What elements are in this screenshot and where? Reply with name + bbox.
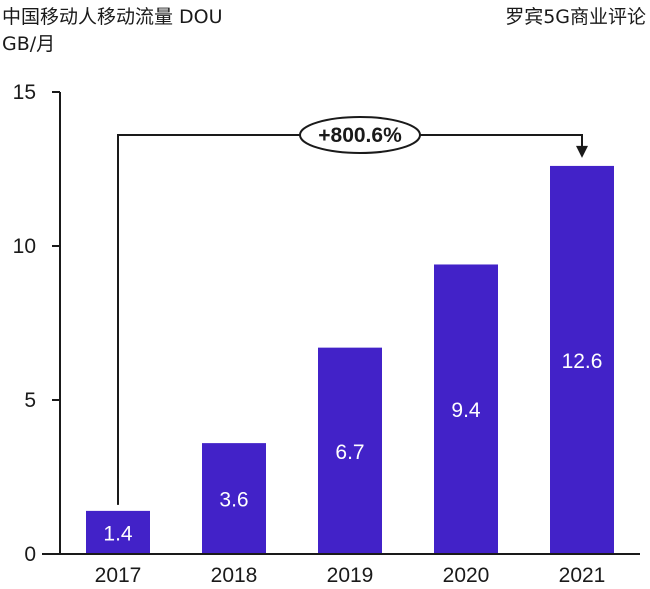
data-label-2020: 9.4 — [451, 399, 481, 422]
x-axis: 2017 2018 2019 2020 2021 — [42, 553, 640, 587]
bar-2021 — [550, 165, 614, 555]
data-label-2021: 12.6 — [562, 350, 603, 373]
x-tick-label: 2017 — [95, 564, 142, 587]
bar-2017 — [86, 510, 150, 554]
x-tick-label: 2019 — [327, 564, 374, 587]
data-label-2019: 6.7 — [335, 441, 364, 464]
chart-unit: GB/月 — [2, 33, 56, 55]
y-tick-label: 15 — [13, 81, 36, 104]
y-tick-label: 10 — [13, 235, 36, 258]
bar-2019 — [318, 347, 382, 554]
data-label-2017: 1.4 — [103, 522, 133, 545]
x-tick-label: 2018 — [211, 564, 258, 587]
bar-2018 — [202, 443, 266, 554]
annotation-text: +800.6% — [318, 124, 402, 147]
arrow-head-icon — [576, 145, 588, 158]
data-label-2018: 3.6 — [219, 489, 248, 512]
bar-2020 — [434, 264, 498, 554]
y-tick-label: 5 — [24, 389, 36, 412]
x-tick-label: 2020 — [443, 564, 490, 587]
x-tick-label: 2021 — [559, 564, 606, 587]
source-label: 罗宾5G商业评论 — [505, 6, 646, 28]
y-axis: 0 5 10 15 — [13, 81, 61, 566]
y-tick-label: 0 — [24, 543, 36, 566]
chart-title: 中国移动人移动流量 DOU — [2, 6, 223, 28]
chart-title-block: 中国移动人移动流量 DOU GB/月 — [2, 4, 223, 58]
growth-annotation: +800.6% — [117, 116, 588, 505]
bars: 1.4 3.6 6.7 9.4 12.6 — [86, 165, 614, 555]
annotation-ellipse — [299, 116, 421, 154]
